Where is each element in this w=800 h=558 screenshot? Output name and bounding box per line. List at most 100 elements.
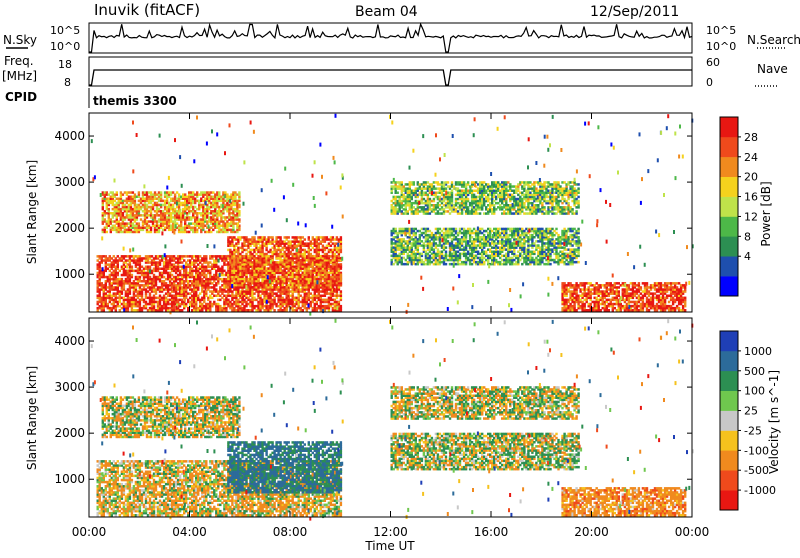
power-cell xyxy=(399,196,401,199)
power-cell xyxy=(159,272,161,275)
power-cell xyxy=(219,305,221,308)
power-cell xyxy=(158,225,160,228)
nave-label: Nave xyxy=(757,62,788,76)
power-cell xyxy=(138,200,140,203)
power-cell xyxy=(158,191,160,194)
power-cell xyxy=(159,268,161,271)
power-cell xyxy=(179,299,181,302)
power-cell xyxy=(439,183,441,186)
power-cell xyxy=(300,276,302,279)
power-cell xyxy=(218,206,220,209)
power-cell xyxy=(259,295,261,298)
power-cell xyxy=(239,301,241,304)
power-cell xyxy=(279,276,281,279)
power-cell xyxy=(238,191,240,194)
power-cell xyxy=(239,236,241,239)
power-cell xyxy=(399,181,401,184)
power-cell xyxy=(239,290,241,293)
power-cell xyxy=(300,307,302,310)
power-cell xyxy=(238,218,240,221)
power-cell xyxy=(300,301,302,304)
power-cell xyxy=(219,286,221,289)
power-cell xyxy=(340,263,342,266)
power-cell xyxy=(419,210,421,213)
cpid-value: themis 3300 xyxy=(93,94,177,108)
power-cell xyxy=(253,236,255,239)
power-cell xyxy=(119,309,121,312)
power-cell xyxy=(106,231,108,234)
freq-tick-top: 18 xyxy=(58,58,72,71)
power-cell xyxy=(340,290,342,293)
freq-tick-bottom: 8 xyxy=(64,76,71,89)
power-cell xyxy=(300,280,302,283)
power-cell xyxy=(218,191,220,194)
nsky-trace xyxy=(89,24,692,52)
power-cell xyxy=(239,263,241,266)
power-cell xyxy=(119,270,121,273)
power-cell xyxy=(239,305,241,308)
power-cell xyxy=(139,276,141,279)
freq-trace xyxy=(89,70,692,85)
power-cell xyxy=(259,257,261,260)
power-cell xyxy=(320,249,322,252)
power-cell xyxy=(279,249,281,252)
power-cell xyxy=(198,212,200,215)
cpid-label: CPID xyxy=(5,90,37,104)
power-cell xyxy=(308,236,310,239)
power-cell xyxy=(292,269,294,272)
nsky-label: N.Sky xyxy=(3,33,37,47)
power-cell xyxy=(239,274,241,277)
power-cell xyxy=(459,181,461,184)
power-cell xyxy=(320,240,322,243)
nave-tick-bottom: 0 xyxy=(706,76,713,89)
power-cell xyxy=(267,255,269,258)
power-cell xyxy=(139,299,141,302)
power-cell xyxy=(158,208,160,211)
power-cell xyxy=(138,204,140,207)
nsearch-tick-top: 10^5 xyxy=(706,24,736,37)
power-cell xyxy=(419,192,421,195)
power-cell xyxy=(419,206,421,209)
power-cell xyxy=(179,303,181,306)
power-cell xyxy=(320,295,322,298)
power-cell xyxy=(238,210,240,213)
power-cell xyxy=(159,259,161,262)
power-cell xyxy=(239,253,241,256)
power-cell xyxy=(118,198,120,201)
power-cell xyxy=(198,193,200,196)
nsky-tick-top: 10^5 xyxy=(50,24,80,37)
power-cell xyxy=(159,286,161,289)
power-cell xyxy=(401,181,403,184)
freq-panel-frame xyxy=(89,57,692,86)
nave-tick-top: 60 xyxy=(706,56,720,69)
power-cell xyxy=(219,299,221,302)
freq-unit: [MHz] xyxy=(2,69,37,83)
power-cell xyxy=(251,286,253,289)
power-cell xyxy=(131,274,133,277)
nsky-tick-bottom: 10^0 xyxy=(50,40,80,53)
power-cell xyxy=(119,257,121,260)
power-cell xyxy=(99,255,101,258)
power-cell xyxy=(300,295,302,298)
power-cell xyxy=(139,255,141,258)
power-cell xyxy=(199,299,201,302)
power-cell xyxy=(99,261,101,264)
power-cell xyxy=(300,259,302,262)
power-cell xyxy=(288,236,290,239)
power-cell xyxy=(239,247,241,250)
power-cell xyxy=(273,309,275,312)
power-cell xyxy=(279,259,281,262)
station-title: Inuvik (fitACF) xyxy=(94,1,200,19)
power-cell xyxy=(219,278,221,281)
power-cell xyxy=(439,187,441,190)
power-cell xyxy=(259,245,261,248)
power-cell xyxy=(259,290,261,293)
power-cell xyxy=(160,191,162,194)
power-cell xyxy=(320,255,322,258)
power-cell xyxy=(219,295,221,298)
power-cell xyxy=(279,236,281,239)
power-cell xyxy=(451,181,453,184)
beam-title: Beam 04 xyxy=(355,4,418,20)
power-cell xyxy=(158,214,160,217)
